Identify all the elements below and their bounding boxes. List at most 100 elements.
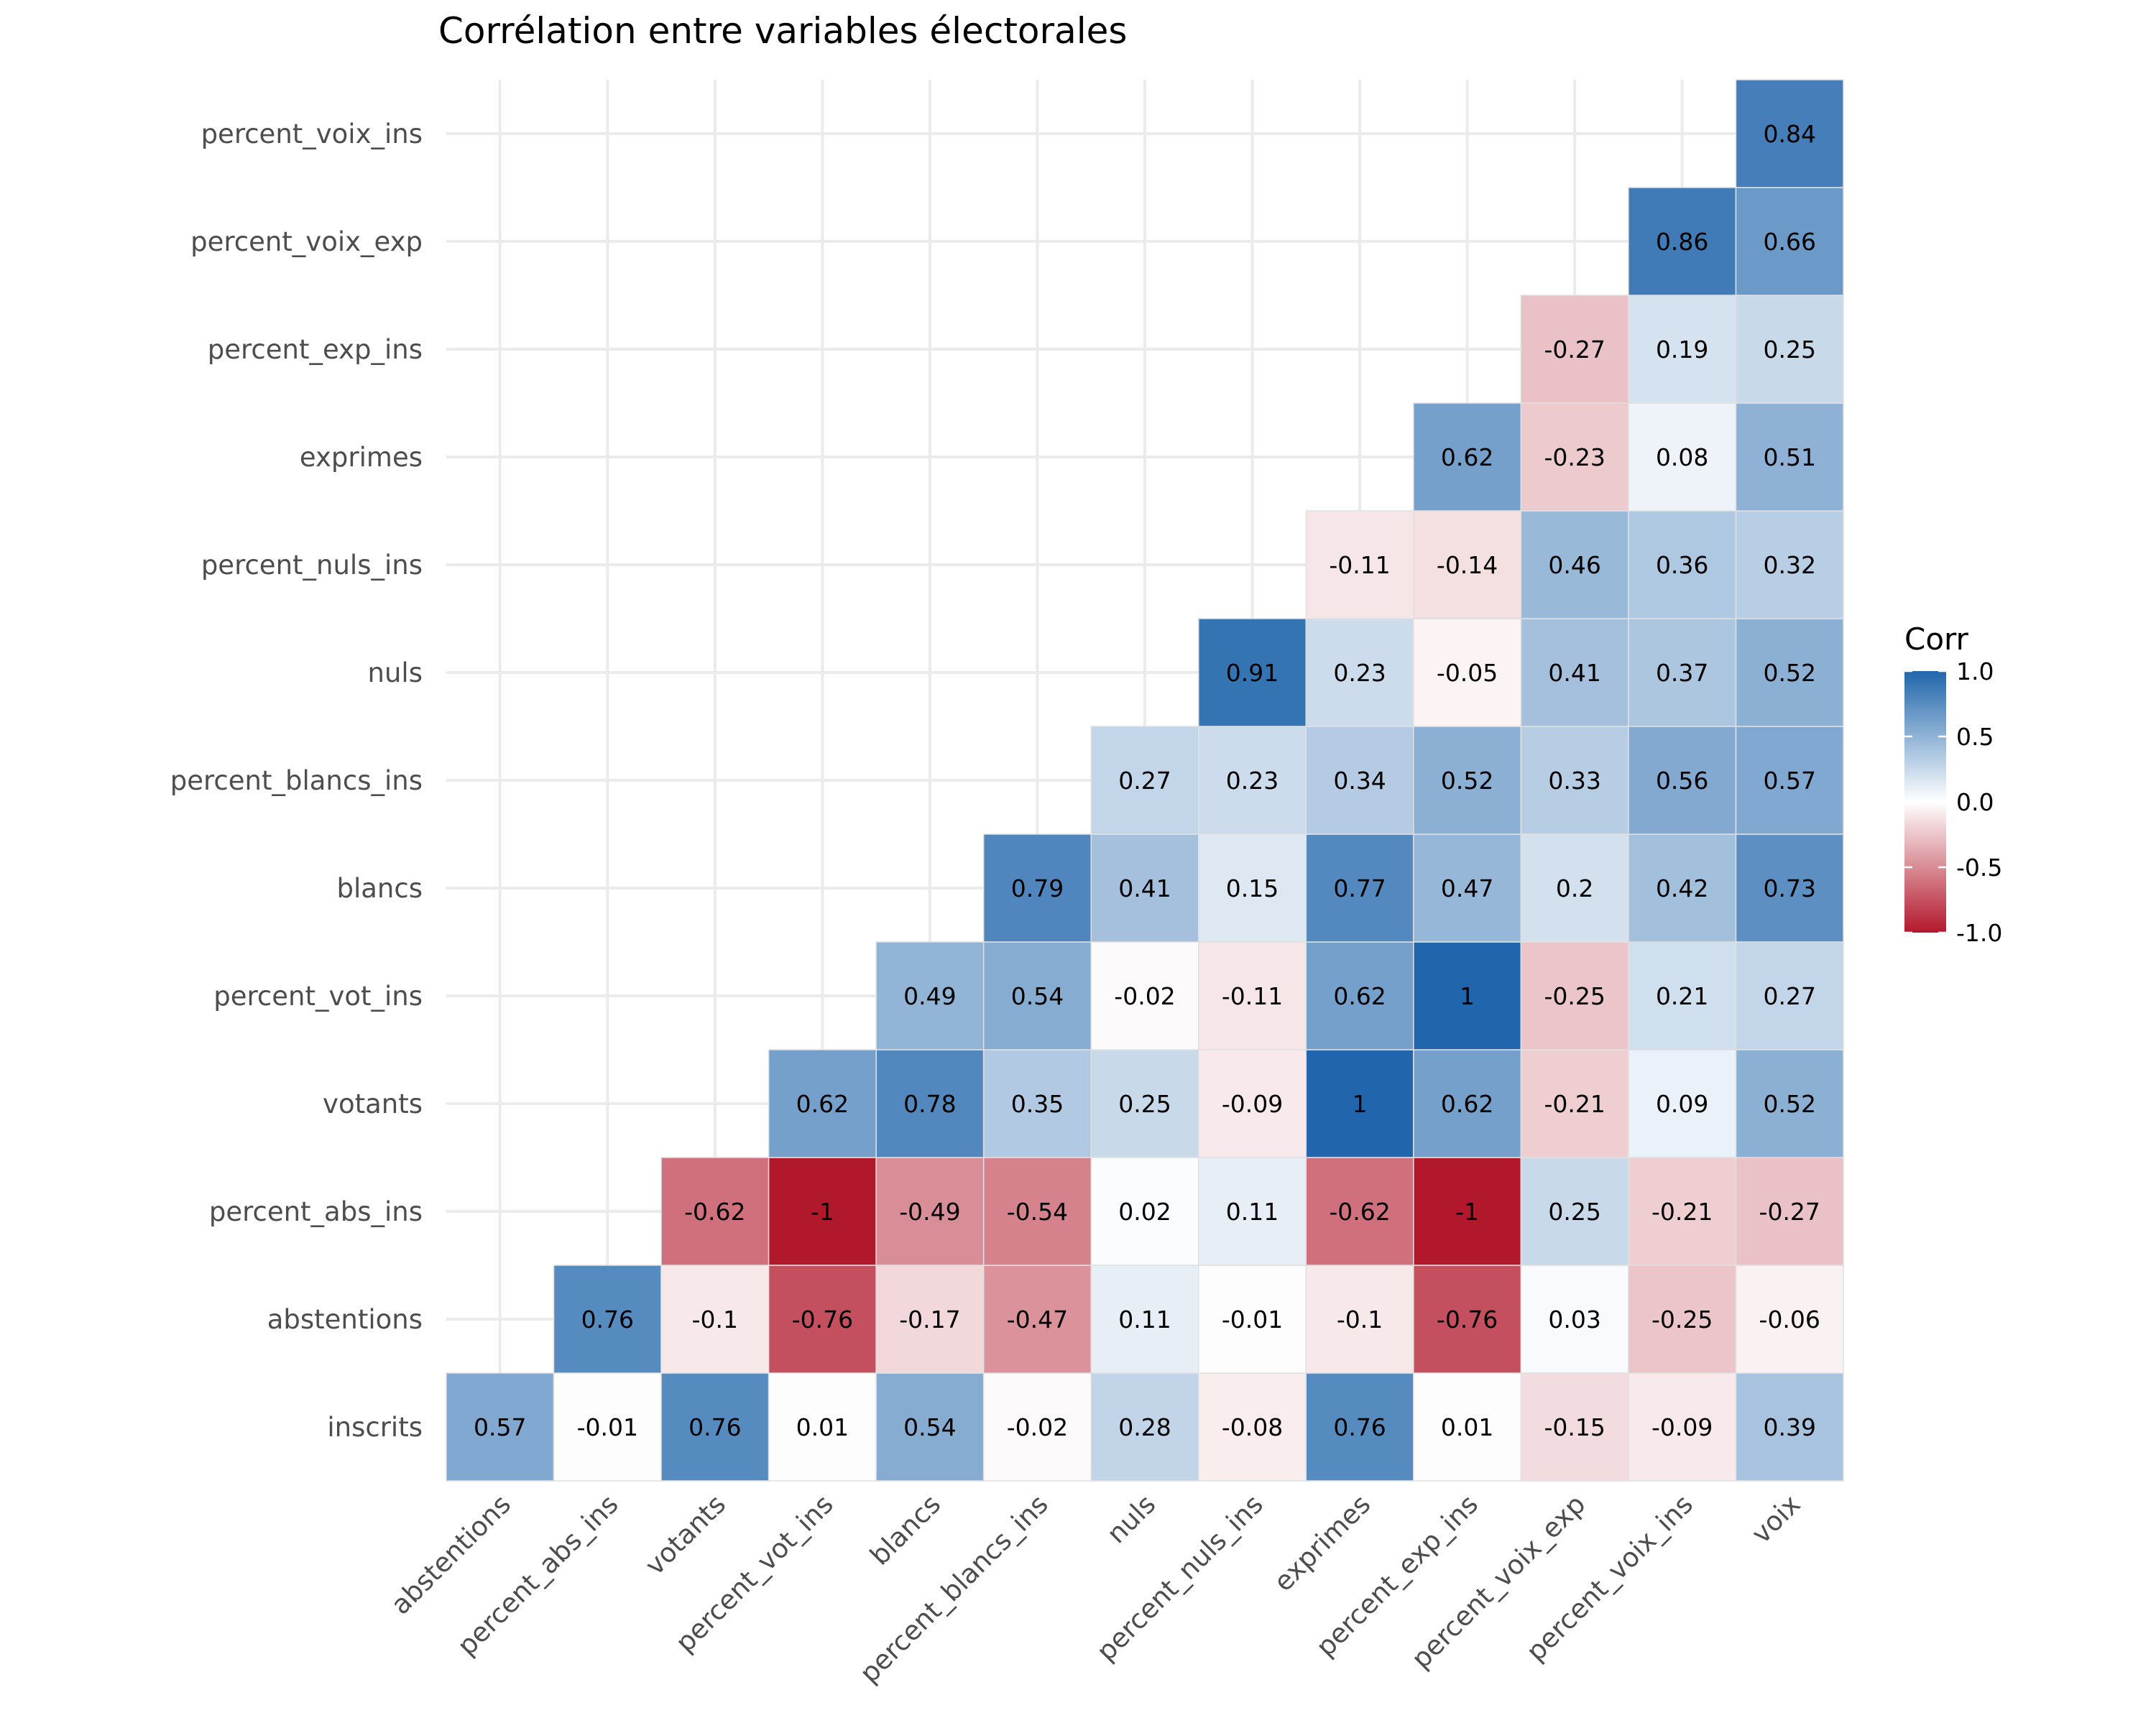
heatmap-cell xyxy=(1735,833,1844,943)
heatmap-cell xyxy=(446,1372,555,1482)
cell-value-label: 0.33 xyxy=(1548,767,1600,795)
heatmap-cell xyxy=(1520,833,1629,943)
y-tick-label: percent_abs_ins xyxy=(209,1196,423,1227)
heatmap-cell xyxy=(982,1372,1092,1482)
cell-value-label: 0.52 xyxy=(1763,1090,1815,1118)
y-axis: inscrits abstentions percent_abs_ins votant… xyxy=(170,119,423,1443)
cell-value-label: -0.76 xyxy=(1437,1306,1498,1334)
heatmap-cell xyxy=(1198,1157,1307,1266)
y-tick-label: percent_vot_ins xyxy=(213,981,423,1012)
heatmap-cell xyxy=(768,1372,877,1482)
heatmap-cell xyxy=(1090,726,1199,835)
cell-value-label: -0.21 xyxy=(1544,1090,1605,1118)
cell-value-label: 1 xyxy=(1353,1090,1368,1118)
cell-value-label: -0.1 xyxy=(1337,1306,1383,1334)
cell-value-label: 0.08 xyxy=(1656,443,1708,471)
cell-value-label: 0.41 xyxy=(1118,874,1171,902)
heatmap-cell xyxy=(660,1372,770,1482)
cell-value-label: 0.86 xyxy=(1656,228,1708,256)
cell-value-label: -0.01 xyxy=(1222,1306,1283,1334)
cell-value-label: 0.52 xyxy=(1763,659,1815,687)
heatmap-cell xyxy=(875,1157,985,1266)
heatmap-cell xyxy=(1628,295,1737,404)
cell-value-label: 0.47 xyxy=(1441,874,1493,902)
chart-title: Corrélation entre variables électorales xyxy=(438,10,1127,52)
heatmap-cell xyxy=(1628,402,1737,512)
cell-value-label: 0.56 xyxy=(1656,767,1708,795)
heatmap-cell xyxy=(1628,726,1737,835)
cell-value-label: 0.51 xyxy=(1763,443,1815,471)
heatmap-cell xyxy=(1520,510,1629,619)
heatmap-cell xyxy=(1305,941,1414,1050)
cell-value-label: -0.1 xyxy=(692,1306,738,1334)
cell-value-label: 0.46 xyxy=(1548,551,1600,579)
cell-value-label: 0.73 xyxy=(1763,874,1815,902)
cell-value-label: 0.01 xyxy=(1441,1413,1493,1441)
heatmap-cell xyxy=(1735,402,1844,512)
heatmap-cell xyxy=(1305,726,1414,835)
heatmap-cell xyxy=(1413,833,1522,943)
legend: Corr 1.0 0.5 0.0 -0.5 -1.0 xyxy=(1904,622,2002,947)
cell-value-label: 0.34 xyxy=(1333,767,1386,795)
y-tick-label: percent_exp_ins xyxy=(208,334,423,365)
heatmap-cell xyxy=(1735,1157,1844,1266)
cell-value-label: -0.25 xyxy=(1651,1306,1713,1334)
cell-labels: 0.57 -0.01 0.76 0.01 0.54 -0.02 0.28 -0.08 0.76 0… xyxy=(474,120,1820,1441)
cell-value-label: 0.11 xyxy=(1226,1198,1279,1226)
cell-value-label: -0.62 xyxy=(684,1198,745,1226)
cell-value-label: 0.27 xyxy=(1763,982,1815,1010)
cell-value-label: 0.66 xyxy=(1763,228,1815,256)
heatmap-cell xyxy=(1735,187,1844,296)
heatmap-cell xyxy=(768,1157,877,1266)
cell-value-label: 0.37 xyxy=(1656,659,1708,687)
cell-value-label: -1 xyxy=(1455,1198,1479,1226)
cell-value-label: 0.25 xyxy=(1763,336,1815,364)
heatmap-cell xyxy=(1520,1372,1629,1482)
cell-value-label: -0.15 xyxy=(1544,1413,1605,1441)
cell-value-label: -0.01 xyxy=(577,1413,638,1441)
cell-value-label: -0.11 xyxy=(1222,982,1283,1010)
cell-value-label: 0.54 xyxy=(1011,982,1064,1010)
cell-value-label: -1 xyxy=(811,1198,834,1226)
cell-value-label: 0.62 xyxy=(796,1090,849,1118)
legend-title: Corr xyxy=(1904,622,1969,657)
heatmap-cell xyxy=(982,1265,1092,1374)
heatmap-cell xyxy=(1628,833,1737,943)
cell-value-label: 0.02 xyxy=(1118,1198,1171,1226)
cell-value-label: 0.32 xyxy=(1763,551,1815,579)
y-tick-label: blancs xyxy=(336,873,423,904)
cell-value-label: -0.23 xyxy=(1544,443,1605,471)
cell-value-label: 0.79 xyxy=(1011,874,1064,902)
cell-value-label: 1 xyxy=(1460,982,1475,1010)
heatmap-cell xyxy=(768,1049,877,1158)
heatmap-cell xyxy=(1413,1372,1522,1482)
cell-value-label: 0.39 xyxy=(1763,1413,1815,1441)
legend-tick-label: -0.5 xyxy=(1956,854,2002,882)
cell-value-label: 0.36 xyxy=(1656,551,1708,579)
cell-value-label: -0.54 xyxy=(1007,1198,1068,1226)
cell-value-label: -0.76 xyxy=(792,1306,853,1334)
cell-value-label: -0.02 xyxy=(1114,982,1175,1010)
cell-value-label: 0.23 xyxy=(1226,767,1279,795)
cell-value-label: 0.27 xyxy=(1118,767,1171,795)
heatmap-cell xyxy=(875,1372,985,1482)
cell-value-label: -0.09 xyxy=(1651,1413,1713,1441)
heatmap-cell xyxy=(1520,1265,1629,1374)
cell-value-label: -0.09 xyxy=(1222,1090,1283,1118)
legend-tick-label: 1.0 xyxy=(1956,657,1994,685)
cell-value-label: 0.41 xyxy=(1548,659,1600,687)
heatmap-cell xyxy=(768,1265,877,1374)
heatmap-cell xyxy=(1628,1372,1737,1482)
cell-value-label: 0.52 xyxy=(1441,767,1493,795)
heatmap-cell xyxy=(1198,941,1307,1050)
heatmap-cell xyxy=(875,941,985,1050)
y-tick-label: votants xyxy=(323,1089,423,1119)
cell-value-label: -0.06 xyxy=(1759,1306,1820,1334)
heatmap-cell xyxy=(982,833,1092,943)
heatmap-cell xyxy=(1413,726,1522,835)
y-tick-label: percent_voix_ins xyxy=(201,119,423,149)
heatmap-cell xyxy=(1735,79,1844,188)
heatmap-cell xyxy=(1413,1157,1522,1266)
heatmap-cell xyxy=(1735,726,1844,835)
cell-value-label: -0.11 xyxy=(1329,551,1390,579)
